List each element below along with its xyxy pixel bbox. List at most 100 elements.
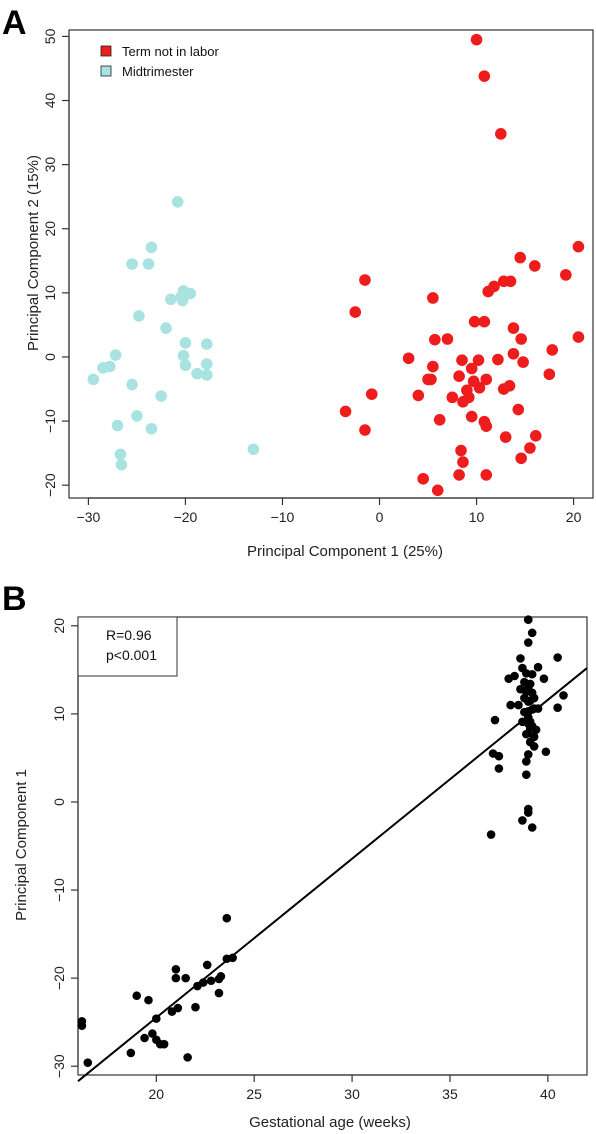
data-point-series [529,693,539,703]
x-tick-label: 30 [344,1086,360,1102]
data-point-midtrimester [200,358,213,370]
data-point-midtrimester [126,378,138,391]
data-point-midtrimester [184,287,197,300]
y-tick-label: 10 [51,706,67,722]
data-point-term-not-in-labor [503,380,516,392]
y-axis-title: Principal Component 2 (15%) [25,155,42,351]
gestational-age-chart: B 20 25 30 35 40 −30 −20 −10 0 10 20 R=0.96 p<0.0… [2,580,588,1131]
x-tick-label: 10 [469,509,485,525]
data-point-series [181,973,190,983]
panel-a-letter: A [2,4,27,42]
y-tick-label: 30 [42,157,58,173]
y-axis: −20 −10 0 10 20 30 40 50 [42,28,70,497]
data-point-series [527,669,537,679]
y-tick-label: −10 [42,409,58,433]
data-point-term-not-in-labor [504,275,517,288]
y-tick-label: 10 [42,285,58,301]
data-point-term-not-in-labor [514,251,527,264]
data-point-term-not-in-labor [365,388,378,400]
data-point-midtrimester [142,258,155,270]
x-tick-label: 20 [566,509,582,525]
data-point-series [539,674,549,683]
y-tick-label: 50 [42,28,58,44]
data-point-term-not-in-labor [359,424,371,436]
data-point-midtrimester [160,322,172,334]
data-point-series [171,973,181,983]
y-tick-label: 0 [51,798,67,806]
data-point-midtrimester [179,359,192,372]
data-point-midtrimester [131,410,143,422]
data-point-term-not-in-labor [560,269,572,281]
data-point-series [486,830,496,839]
data-point-midtrimester [191,367,203,380]
data-point-series [518,816,527,825]
data-point-midtrimester [103,360,116,373]
data-point-term-not-in-labor [543,368,556,381]
data-point-midtrimester [109,349,122,361]
x-tick-label: 0 [376,509,384,525]
data-point-term-not-in-labor [473,381,486,394]
data-point-term-not-in-labor [427,292,439,304]
data-point-series [514,700,523,710]
data-point-series [531,725,541,735]
regression-line [77,667,588,1082]
x-tick-label: 25 [246,1086,262,1102]
data-point-series [522,757,531,766]
y-tick-label: 20 [42,221,58,237]
legend-label-midtrimester: Midtrimester [122,64,194,79]
data-point-series [516,654,525,663]
data-point-series [506,700,515,710]
data-point-series [214,988,224,998]
data-point-series [533,662,543,672]
data-point-term-not-in-labor [417,472,429,485]
data-point-midtrimester [177,349,190,362]
legend: Term not in labor Midtrimester [100,44,219,79]
data-point-series [541,747,551,757]
correlation-label: R=0.96 [106,627,152,643]
data-point-midtrimester [111,419,124,432]
y-tick-label: 0 [42,353,58,361]
data-point-term-not-in-labor [480,373,493,386]
data-point-term-not-in-labor [427,360,439,373]
p-value-label: p<0.001 [106,647,157,663]
data-point-series [553,703,562,713]
y-tick-label: 20 [51,618,67,634]
data-point-term-not-in-labor [457,396,469,408]
y-tick-label: −30 [51,1054,67,1078]
x-tick-label: −30 [77,509,101,525]
data-point-midtrimester [179,337,192,349]
data-point-term-not-in-labor [339,405,352,418]
data-point-series [494,751,504,761]
data-point-series [527,823,537,832]
x-axis-title: Principal Component 1 (25%) [247,543,443,560]
plot-frame [77,616,588,1076]
data-point-series [126,1048,136,1058]
x-axis: −30 −20 −10 0 10 20 [77,497,582,525]
data-point-midtrimester [171,196,184,208]
data-point-series [144,995,153,1005]
data-point-series [83,1058,93,1067]
x-tick-label: −10 [271,509,295,525]
data-point-term-not-in-labor [468,315,481,328]
data-point-series [527,628,537,638]
x-tick-label: −20 [174,509,198,525]
data-point-series [173,1003,183,1013]
data-point-term-not-in-labor [478,70,491,82]
data-point-midtrimester [155,390,167,402]
data-point-term-not-in-labor [480,469,493,481]
stats-box-frame [77,616,178,677]
data-point-term-not-in-labor [529,430,542,442]
data-point-term-not-in-labor [349,306,362,318]
data-point-term-not-in-labor [572,331,585,343]
y-tick-label: −20 [51,966,67,990]
data-point-term-not-in-labor [528,260,541,272]
data-point-series [132,991,142,1001]
data-point-term-not-in-labor [453,469,465,481]
legend-label-term: Term not in labor [122,44,219,59]
data-point-term-not-in-labor [433,413,446,426]
data-point-series [553,653,562,662]
data-point-term-not-in-labor [412,389,425,402]
data-point-term-not-in-labor [515,452,527,465]
x-tick-label: 35 [442,1086,458,1102]
data-point-series [523,638,533,647]
